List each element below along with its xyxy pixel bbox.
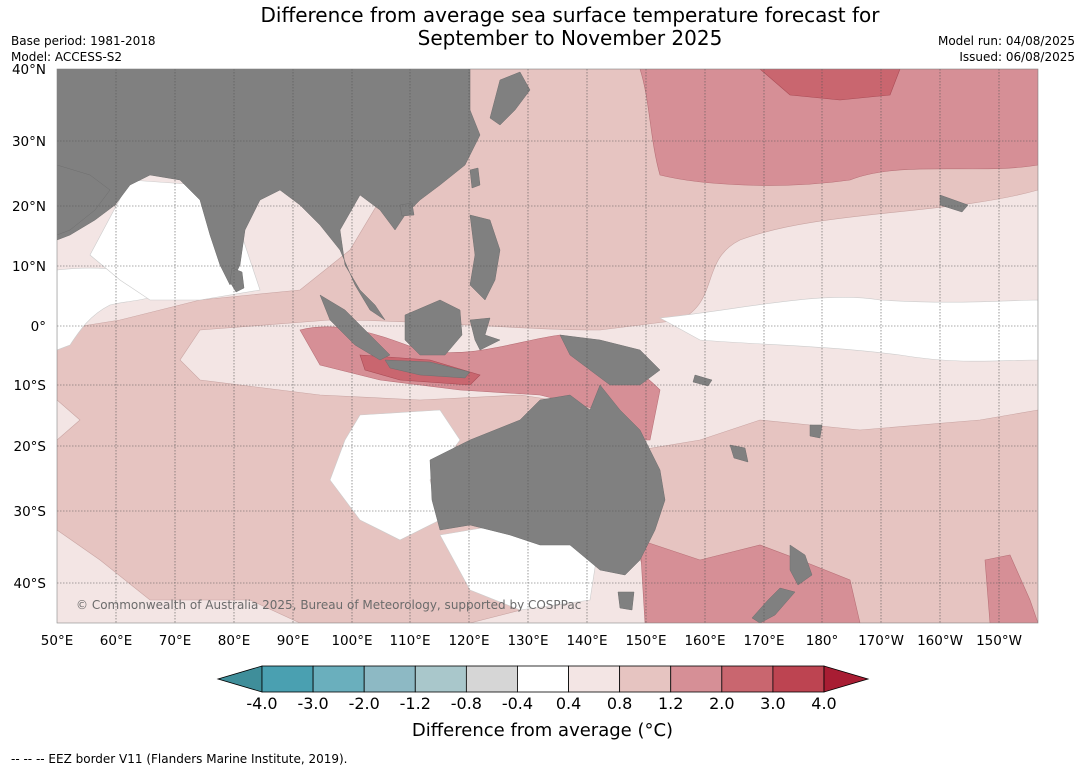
land-arabia [57, 164, 111, 236]
colorbar-swatch [261, 665, 314, 693]
map-title: Difference from average sea surface temp… [200, 4, 940, 50]
colorbar-tick-label: -3.0 [297, 694, 328, 713]
colorbar-swatch [670, 665, 723, 693]
land-pacific-islands [692, 194, 969, 463]
lat-label: 20°N [12, 199, 46, 215]
colorbar-swatch [363, 665, 416, 693]
land-philippines [469, 214, 501, 301]
longitude-labels: 50°E 60°E 70°E 80°E 90°E 100°E 110°E 120… [41, 633, 1022, 649]
lon-label: 130°E [507, 633, 548, 649]
lon-label: 160°E [684, 633, 725, 649]
land-taiwan [469, 167, 481, 189]
colorbar-tick-label: -2.0 [349, 694, 380, 713]
copyright-notice: © Commonwealth of Australia 2025, Bureau… [76, 598, 581, 612]
colorbar-tick-label: -4.0 [246, 694, 277, 713]
lon-label: 60°E [100, 633, 132, 649]
colorbar-tick-label: 2.0 [709, 694, 734, 713]
land-masses [57, 69, 969, 623]
model-info: Base period: 1981-2018 Model: ACCESS-S2 [11, 33, 156, 65]
colorbar-swatch [619, 665, 672, 693]
lat-label: 10°S [14, 378, 47, 394]
colorbar-label: Difference from average (°C) [411, 720, 674, 741]
map-plot-area: © Commonwealth of Australia 2025, Bureau… [57, 69, 1038, 623]
lon-label: 120°E [448, 633, 489, 649]
colorbar-swatch [414, 665, 467, 693]
colorbar-tick-label: -0.8 [451, 694, 482, 713]
lon-label: 170°W [858, 633, 904, 649]
land-new-zealand-south [751, 587, 796, 623]
lon-label: 150°W [976, 633, 1022, 649]
land-japan [489, 71, 531, 126]
colorbar-arrow-low [216, 665, 263, 693]
title-line-2: September to November 2025 [417, 26, 723, 50]
model-run-date: Model run: 04/08/2025 [937, 34, 1075, 48]
colorbar-swatch [517, 665, 569, 693]
run-info: Model run: 04/08/2025 Issued: 06/08/2025 [938, 33, 1075, 65]
lat-label: 30°N [12, 134, 46, 150]
lat-label: 30°S [14, 504, 47, 520]
lat-label: 10°N [12, 259, 46, 275]
colorbar-tick-label: -1.2 [400, 694, 431, 713]
lon-label: 170°E [743, 633, 784, 649]
lat-label: 20°S [14, 439, 47, 455]
lon-label: 50°E [41, 633, 73, 649]
anomaly-region-hot-north [759, 69, 901, 101]
graticule [57, 69, 1038, 623]
title-line-1: Difference from average sea surface temp… [260, 3, 880, 27]
colorbar-swatch [721, 665, 774, 693]
lat-label: 40°N [12, 62, 46, 78]
anomaly-region-neutral-pacific [659, 296, 1038, 362]
land-tasmania [617, 591, 635, 611]
colorbar-tick-label: 0.4 [556, 694, 581, 713]
colorbar: -4.0 -3.0 -2.0 -1.2 -0.8 -0.4 0.4 0.8 1.2 2.0 3.0 4… [216, 665, 870, 713]
lon-label: 150°E [625, 633, 666, 649]
lon-label: 90°E [277, 633, 309, 649]
land-borneo [404, 299, 463, 356]
colorbar-swatch [312, 665, 365, 693]
colorbar-swatch [772, 665, 825, 693]
colorbar-tick-label: -0.4 [502, 694, 533, 713]
colorbar-swatch [568, 665, 621, 693]
land-sumatra [319, 294, 391, 361]
lat-label: 40°S [14, 576, 47, 592]
land-hainan [399, 202, 415, 217]
colorbar-tick-label: 3.0 [760, 694, 785, 713]
base-period: Base period: 1981-2018 [11, 34, 156, 48]
land-australia [429, 384, 666, 576]
lon-label: 160°W [917, 633, 963, 649]
land-sri-lanka [229, 267, 245, 293]
land-new-zealand-north [789, 544, 813, 586]
lon-label: 140°E [566, 633, 607, 649]
colorbar-tick-label: 4.0 [811, 694, 836, 713]
land-asia [57, 69, 481, 321]
eez-footnote: -- -- -- EEZ border V11 (Flanders Marine… [11, 752, 348, 766]
model-name: Model: ACCESS-S2 [11, 50, 123, 64]
anomaly-region-warm-sw-pacific [639, 539, 861, 623]
anomaly-region-neutral-southern [329, 409, 461, 541]
colorbar-tick-label: 1.2 [658, 694, 683, 713]
map-frame [56, 68, 1039, 624]
lon-label: 80°E [218, 633, 250, 649]
lon-label: 100°E [331, 633, 372, 649]
lon-label: 70°E [159, 633, 191, 649]
colorbar-tick-label: 0.8 [607, 694, 632, 713]
anomaly-region-warm-north-pacific [639, 69, 1038, 186]
issued-date: Issued: 06/08/2025 [959, 50, 1075, 64]
colorbar-arrow-high [823, 665, 870, 693]
anomaly-region-warm-east [984, 554, 1038, 623]
lat-label: 0° [31, 319, 46, 335]
colorbar-swatch [465, 665, 518, 693]
lon-label: 110°E [389, 633, 430, 649]
lon-label: 180° [806, 633, 839, 649]
latitude-labels: 40°N 30°N 20°N 10°N 0° 10°S 20°S 30°S 40… [12, 62, 46, 592]
land-java [384, 359, 471, 379]
